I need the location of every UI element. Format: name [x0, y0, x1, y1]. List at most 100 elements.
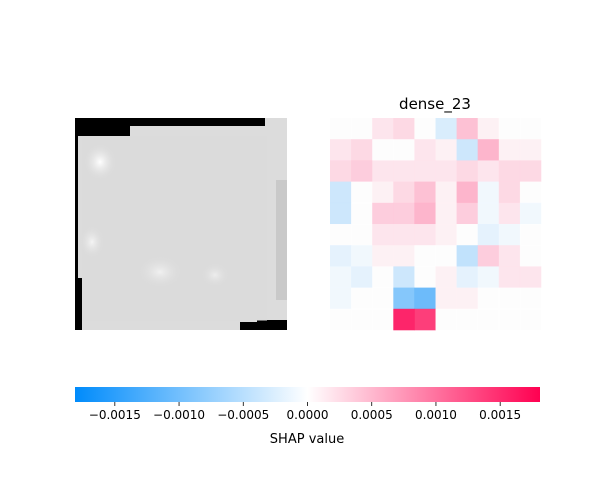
shap-cell	[393, 160, 415, 182]
shap-cell	[477, 266, 500, 288]
shap-cell	[330, 181, 352, 204]
shap-cell	[414, 224, 436, 246]
colorbar-tick-label: −0.0015	[89, 408, 141, 422]
shap-cell	[414, 118, 436, 140]
shap-cell	[351, 118, 373, 140]
shap-cell	[498, 245, 521, 267]
shap-cell	[351, 287, 373, 310]
shap-cell	[372, 266, 394, 288]
shap-cell	[519, 266, 542, 288]
shap-cell	[498, 287, 521, 310]
shap-cell	[351, 266, 373, 288]
shap-cell	[393, 181, 415, 204]
shap-cell	[498, 139, 521, 161]
shap-cell	[393, 224, 415, 246]
shap-cell	[330, 266, 352, 288]
shap-cell	[498, 181, 521, 204]
shap-cell	[456, 202, 478, 225]
shap-cell	[435, 118, 457, 140]
shap-cell	[393, 202, 415, 225]
shap-cell	[477, 245, 500, 267]
input-image-edge	[276, 180, 287, 300]
input-image-highlight	[201, 263, 229, 287]
shap-cell	[435, 245, 457, 267]
shap-cell	[393, 287, 415, 310]
shap-cell	[414, 266, 436, 288]
input-image-highlight	[80, 226, 104, 258]
shap-cell	[393, 139, 415, 161]
shap-cell	[372, 245, 394, 267]
shap-cell	[477, 287, 500, 310]
colorbar-label: SHAP value	[270, 432, 344, 447]
shap-cell	[393, 266, 415, 288]
shap-cell	[477, 202, 500, 225]
shap-cell	[372, 287, 394, 310]
input-image-highlight	[84, 144, 116, 180]
shap-cell	[519, 245, 542, 267]
shap-cell	[330, 287, 352, 310]
shap-cell	[372, 160, 394, 182]
shap-cell	[456, 266, 478, 288]
shap-cell	[435, 139, 457, 161]
colorbar-tick-label: −0.0010	[153, 408, 205, 422]
shap-cell	[351, 160, 373, 182]
shap-cell	[519, 308, 542, 331]
shap-cell	[456, 308, 478, 331]
shap-cell	[456, 287, 478, 310]
shap-cell	[414, 181, 436, 204]
shap-cell	[435, 224, 457, 246]
shap-cell	[351, 224, 373, 246]
shap-cell	[477, 118, 500, 140]
shap-cell	[330, 160, 352, 182]
shap-cell	[498, 160, 521, 182]
shap-cell	[519, 118, 542, 140]
shap-cell	[414, 139, 436, 161]
colorbar-tick-label: −0.0005	[217, 408, 269, 422]
shap-cell	[372, 224, 394, 246]
shap-cell	[477, 181, 500, 204]
shap-cell	[456, 181, 478, 204]
shap-cell	[435, 287, 457, 310]
colorbar-tick-label: 0.0000	[287, 408, 329, 422]
shap-cell	[351, 308, 373, 331]
shap-cell	[330, 202, 352, 225]
shap-cell	[456, 160, 478, 182]
shap-cell	[435, 202, 457, 225]
input-image-panel	[75, 118, 287, 330]
shap-cell	[519, 181, 542, 204]
shap-cell	[477, 139, 500, 161]
shap-panel-title: dense_23	[399, 95, 471, 114]
shap-cell	[519, 224, 542, 246]
shap-cell	[330, 308, 352, 331]
colorbar-ticks: −0.0015 −0.0010 −0.0005 0.0000 0.0005 0.0010 0…	[89, 402, 521, 422]
shap-cell	[351, 181, 373, 204]
shap-cell	[414, 160, 436, 182]
shap-cell	[414, 287, 436, 310]
shap-cell	[477, 224, 500, 246]
shap-cell	[477, 160, 500, 182]
shap-cell	[456, 118, 478, 140]
shap-cell	[330, 139, 352, 161]
shap-cell	[498, 118, 521, 140]
shap-cell	[372, 181, 394, 204]
shap-cell	[519, 287, 542, 310]
shap-cell	[351, 139, 373, 161]
shap-cell	[456, 245, 478, 267]
shap-cell	[351, 202, 373, 225]
shap-cell	[498, 202, 521, 225]
shap-cell	[351, 245, 373, 267]
shap-cell	[456, 224, 478, 246]
shap-cells	[330, 118, 542, 331]
shap-cell	[414, 308, 436, 331]
shap-cell	[477, 308, 500, 331]
shap-cell	[414, 245, 436, 267]
shap-heatmap-panel: dense_23	[330, 95, 542, 331]
shap-cell	[372, 308, 394, 331]
shap-cell	[393, 308, 415, 331]
shap-cell	[393, 245, 415, 267]
shap-cell	[435, 160, 457, 182]
shap-cell	[393, 118, 415, 140]
shap-cell	[330, 118, 352, 140]
colorbar-gradient	[75, 387, 540, 402]
